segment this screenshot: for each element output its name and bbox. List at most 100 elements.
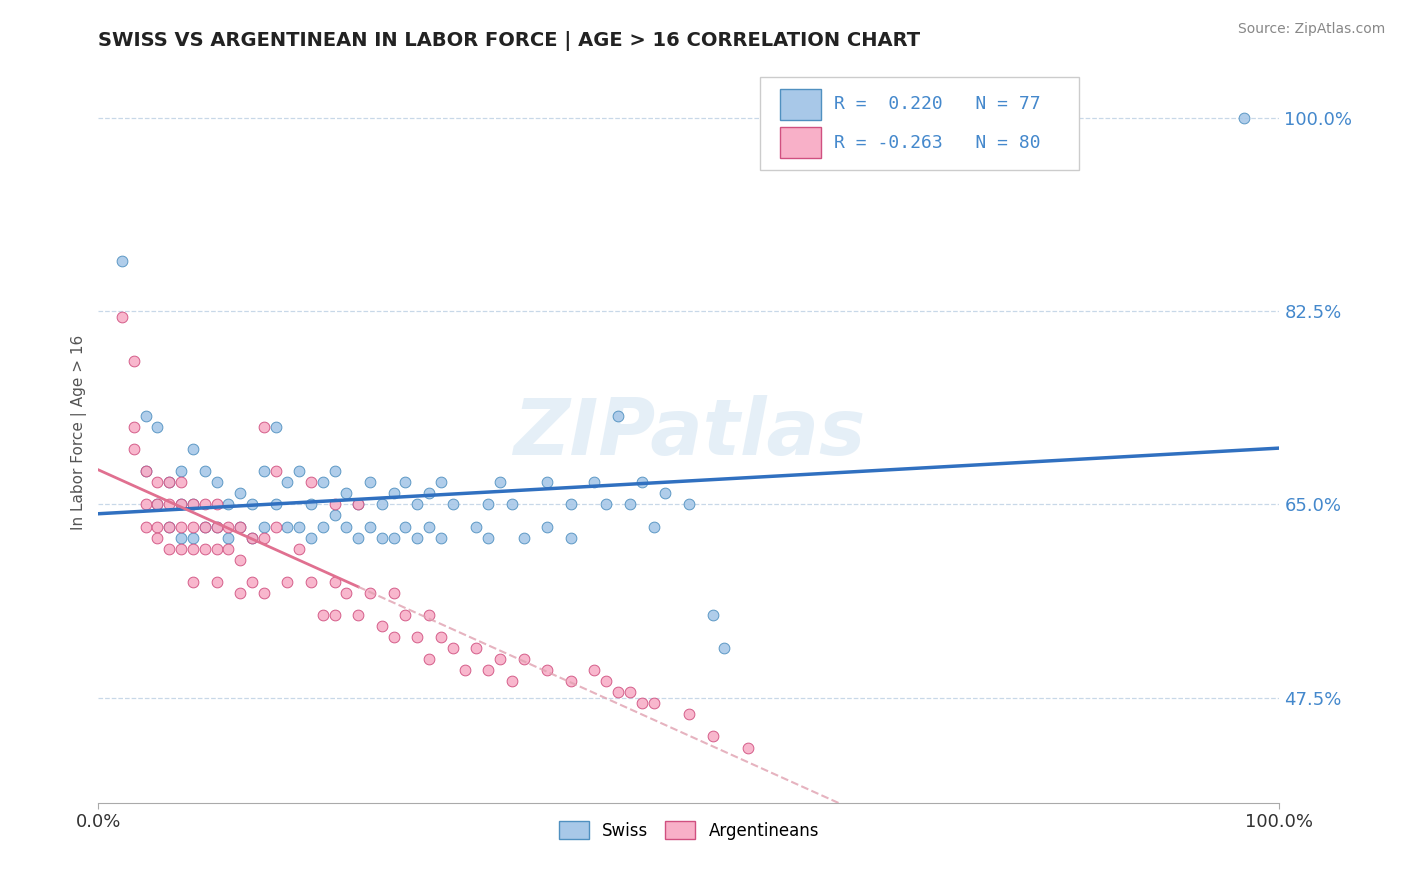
Point <box>406 531 429 545</box>
Point <box>406 630 429 644</box>
Point <box>453 663 475 677</box>
Point <box>312 475 335 490</box>
Point <box>630 697 652 711</box>
Point <box>371 619 394 633</box>
Point <box>418 607 440 622</box>
Point <box>489 652 512 666</box>
Point <box>217 531 239 545</box>
Point <box>170 464 193 478</box>
Point <box>276 574 298 589</box>
Point <box>181 442 204 457</box>
Point <box>264 464 287 478</box>
Point <box>240 531 263 545</box>
Point <box>170 531 193 545</box>
Point <box>441 641 464 656</box>
Point <box>135 409 157 423</box>
Point <box>146 498 169 512</box>
Point <box>240 498 263 512</box>
Point <box>135 519 157 533</box>
Point <box>299 498 322 512</box>
Point <box>371 531 394 545</box>
Point <box>288 541 311 556</box>
Point <box>264 519 287 533</box>
Point <box>702 730 724 744</box>
Point <box>347 607 370 622</box>
Point <box>157 475 180 490</box>
Point <box>205 541 228 556</box>
Point <box>394 475 416 490</box>
Point <box>323 607 346 622</box>
Point <box>323 574 346 589</box>
Point <box>595 498 617 512</box>
Point <box>253 586 276 600</box>
Point <box>170 498 193 512</box>
Point <box>240 574 263 589</box>
Point <box>170 498 193 512</box>
Point <box>181 498 204 512</box>
Point <box>1233 111 1256 125</box>
Point <box>299 574 322 589</box>
Point <box>607 409 630 423</box>
Point <box>122 442 145 457</box>
Point <box>146 519 169 533</box>
Point <box>181 541 204 556</box>
Point <box>382 531 405 545</box>
Point <box>135 464 157 478</box>
Point <box>512 652 534 666</box>
Point <box>253 464 276 478</box>
Point <box>382 630 405 644</box>
Point <box>264 420 287 434</box>
Point <box>560 674 582 689</box>
Point <box>418 652 440 666</box>
Point <box>194 541 217 556</box>
Point <box>335 486 357 500</box>
Point <box>229 519 252 533</box>
Point <box>347 498 370 512</box>
Point <box>264 498 287 512</box>
Point <box>501 674 523 689</box>
FancyBboxPatch shape <box>780 89 821 120</box>
Point <box>217 519 239 533</box>
Point <box>146 531 169 545</box>
Point <box>477 663 499 677</box>
FancyBboxPatch shape <box>759 78 1078 169</box>
Point <box>205 519 228 533</box>
Point <box>418 519 440 533</box>
Point <box>430 531 453 545</box>
Point <box>205 475 228 490</box>
Text: ZIPatlas: ZIPatlas <box>513 394 865 471</box>
Point <box>536 663 558 677</box>
Point <box>288 464 311 478</box>
Point <box>276 475 298 490</box>
Point <box>146 420 169 434</box>
Point <box>359 519 381 533</box>
Legend: Swiss, Argentineans: Swiss, Argentineans <box>553 814 825 847</box>
Point <box>702 607 724 622</box>
Point <box>560 498 582 512</box>
Point <box>477 531 499 545</box>
Point <box>122 353 145 368</box>
Point <box>181 574 204 589</box>
FancyBboxPatch shape <box>780 128 821 158</box>
Point <box>205 519 228 533</box>
Point <box>643 519 665 533</box>
Point <box>536 475 558 490</box>
Text: Source: ZipAtlas.com: Source: ZipAtlas.com <box>1237 22 1385 37</box>
Point <box>371 498 394 512</box>
Point <box>394 607 416 622</box>
Point <box>253 420 276 434</box>
Point <box>181 519 204 533</box>
Point <box>253 531 276 545</box>
Point <box>157 475 180 490</box>
Point <box>146 475 169 490</box>
Point <box>678 498 700 512</box>
Point <box>288 519 311 533</box>
Point <box>229 519 252 533</box>
Point <box>194 464 217 478</box>
Point <box>595 674 617 689</box>
Point <box>194 519 217 533</box>
Point <box>347 531 370 545</box>
Point <box>465 641 488 656</box>
Point <box>253 519 276 533</box>
Point <box>217 498 239 512</box>
